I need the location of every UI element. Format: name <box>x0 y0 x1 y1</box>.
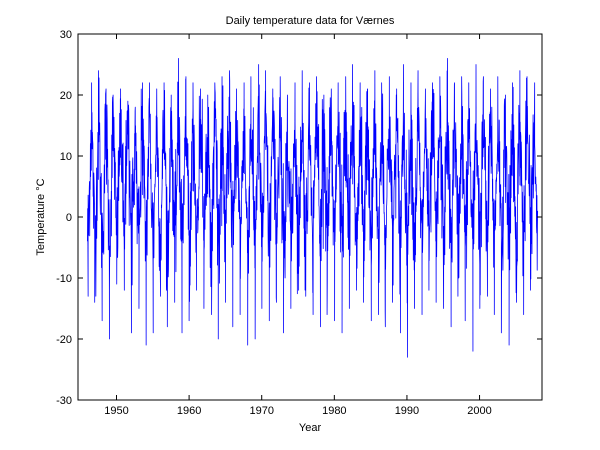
x-tick-label: 1970 <box>249 405 273 417</box>
x-tick-label: 2000 <box>467 405 491 417</box>
y-tick-label: 10 <box>60 151 72 163</box>
y-axis-ticks: -30 -20 -10 0 10 20 30 <box>56 29 542 407</box>
y-tick-label: 0 <box>66 212 72 224</box>
y-tick-label: -10 <box>56 273 72 285</box>
x-tick-label: 1980 <box>322 405 346 417</box>
x-axis-ticks: 1950 1960 1970 1980 1990 2000 <box>104 34 492 417</box>
x-axis-label: Year <box>299 422 322 434</box>
x-tick-label: 1950 <box>104 405 128 417</box>
x-tick-label: 1990 <box>395 405 419 417</box>
chart-title: Daily temperature data for Værnes <box>226 15 395 27</box>
y-tick-label: 30 <box>60 29 72 41</box>
y-tick-label: -30 <box>56 395 72 407</box>
series-layer <box>87 58 539 358</box>
x-tick-label: 1960 <box>177 405 201 417</box>
series-line <box>87 58 539 358</box>
y-tick-label: 20 <box>60 90 72 102</box>
y-tick-label: -20 <box>56 334 72 346</box>
y-axis-label: Temperature °C <box>35 178 47 255</box>
